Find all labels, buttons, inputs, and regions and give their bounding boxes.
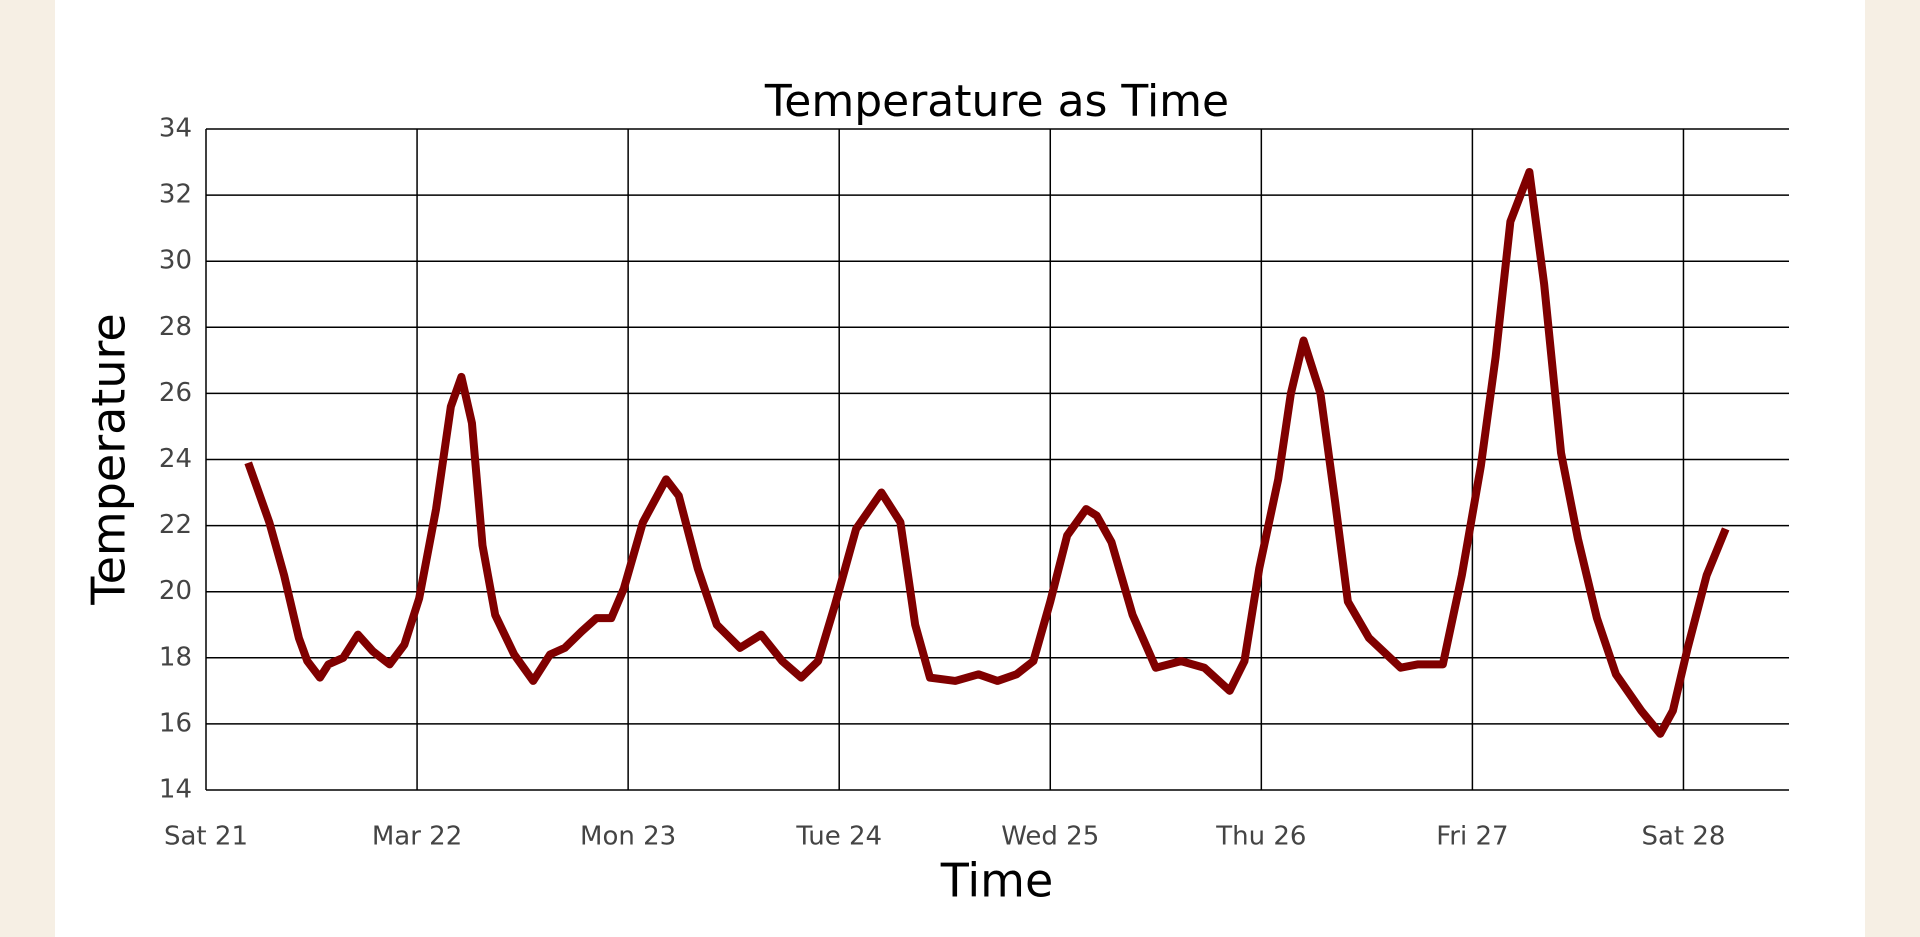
- y-tick-label: 32: [159, 180, 192, 210]
- y-tick-label: 20: [159, 576, 192, 606]
- y-tick-label: 26: [159, 378, 192, 408]
- x-tick-label: Wed 25: [1001, 822, 1099, 852]
- x-tick-label: Thu 26: [1215, 822, 1306, 852]
- x-tick-label: Mar 22: [372, 822, 462, 852]
- x-tick-label: Sat 21: [164, 822, 248, 852]
- chart-title: Temperature as Time: [764, 76, 1229, 127]
- x-axis-label: Time: [940, 854, 1054, 908]
- x-tick-label: Mon 23: [580, 822, 676, 852]
- y-tick-label: 30: [159, 246, 192, 276]
- y-axis-label: Temperature: [82, 313, 136, 605]
- x-tick-label: Fri 27: [1436, 822, 1508, 852]
- x-tick-label: Sat 28: [1641, 822, 1725, 852]
- y-tick-label: 16: [159, 708, 192, 738]
- y-tick-label: 18: [159, 642, 192, 672]
- y-tick-label: 34: [159, 114, 192, 144]
- y-tick-label: 22: [159, 510, 192, 540]
- line-series: [244, 167, 1730, 738]
- x-tick-label: Tue 24: [795, 822, 882, 852]
- y-tick-label: 24: [159, 444, 192, 474]
- y-tick-label: 14: [159, 775, 192, 805]
- y-tick-label: 28: [159, 312, 192, 342]
